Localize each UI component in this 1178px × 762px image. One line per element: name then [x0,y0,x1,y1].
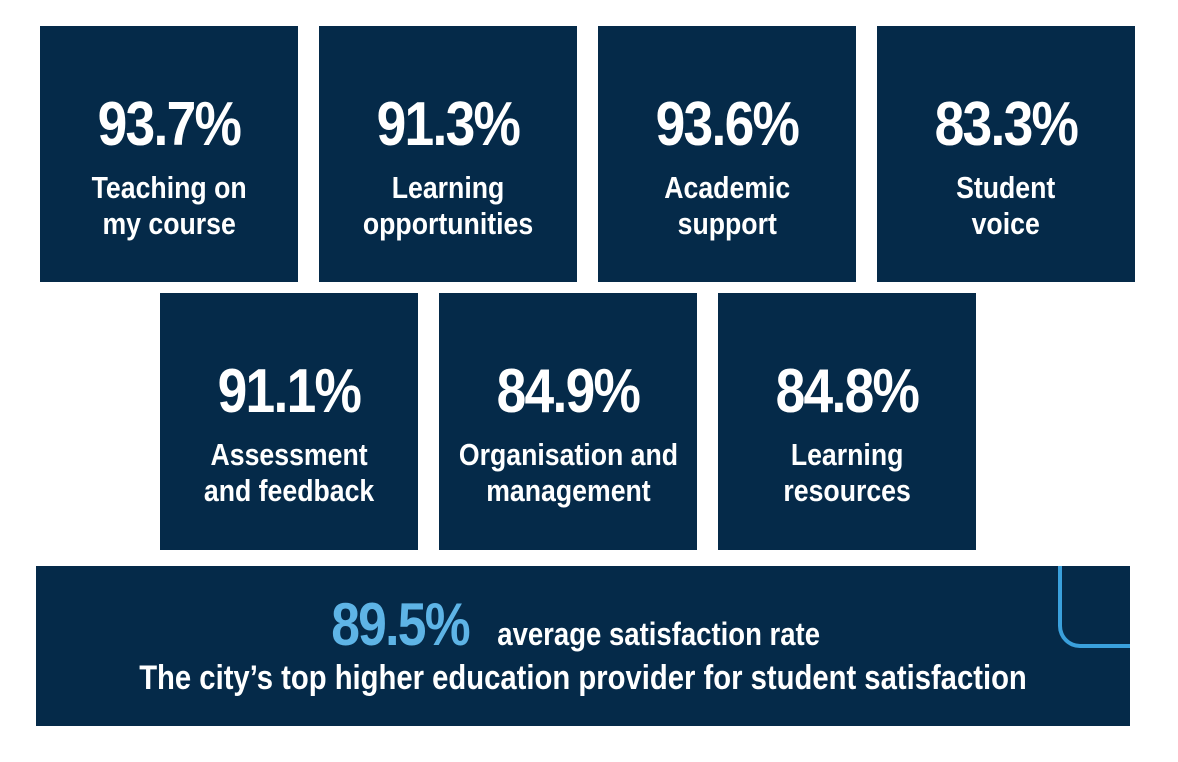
stat-value: 83.3% [934,90,1079,159]
stat-label: Learning opportunities [363,170,533,242]
stat-label-line: Assessment [210,437,368,472]
stat-label-line: opportunities [362,206,534,241]
stat-label: Teaching on my course [91,170,246,242]
stat-value: 84.8% [775,357,920,426]
stat-value: 93.6% [655,90,800,159]
stat-value: 91.3% [376,90,521,159]
stat-label-line: Organisation and [458,437,678,472]
stat-label-line: resources [783,473,911,508]
stat-label: Assessment and feedback [204,437,374,509]
average-headline: 89.5% average satisfaction rate [36,590,1130,659]
summary-banner: 89.5% average satisfaction rate The city… [36,566,1130,726]
stat-label-line: my course [102,206,236,241]
stat-value: 93.7% [97,90,242,159]
stat-label-line: support [677,206,777,241]
stat-label-line: Teaching on [91,170,247,205]
stat-label-line: and feedback [203,473,375,508]
stat-label-line: management [485,473,651,508]
stat-label-line: Learning [790,437,904,472]
stat-tile-academic-support: 93.6% Academic support [598,26,856,282]
stat-tile-learning-resources: 84.8% Learning resources [718,293,976,550]
stat-value: 84.9% [496,357,641,426]
stat-label: Learning resources [783,437,910,509]
stat-tile-organisation-management: 84.9% Organisation and management [439,293,697,550]
stat-label: Organisation and management [458,437,677,509]
average-value: 89.5% [331,591,470,658]
stat-label-line: Learning [391,170,505,205]
stat-tile-teaching: 93.7% Teaching on my course [40,26,298,282]
average-label: average satisfaction rate [496,616,820,652]
stat-label-line: voice [971,206,1041,241]
stat-tile-learning-opportunities: 91.3% Learning opportunities [319,26,577,282]
stat-label-line: Student [956,170,1056,205]
stat-label: Academic support [664,170,790,242]
tagline: The city’s top higher education provider… [139,659,1027,697]
stat-tile-student-voice: 83.3% Student voice [877,26,1135,282]
corner-accent-decoration [1058,566,1130,648]
stat-label: Student voice [956,170,1055,242]
stat-label-line: Academic [664,170,790,205]
stat-tile-assessment-feedback: 91.1% Assessment and feedback [160,293,418,550]
stat-value: 91.1% [217,357,362,426]
